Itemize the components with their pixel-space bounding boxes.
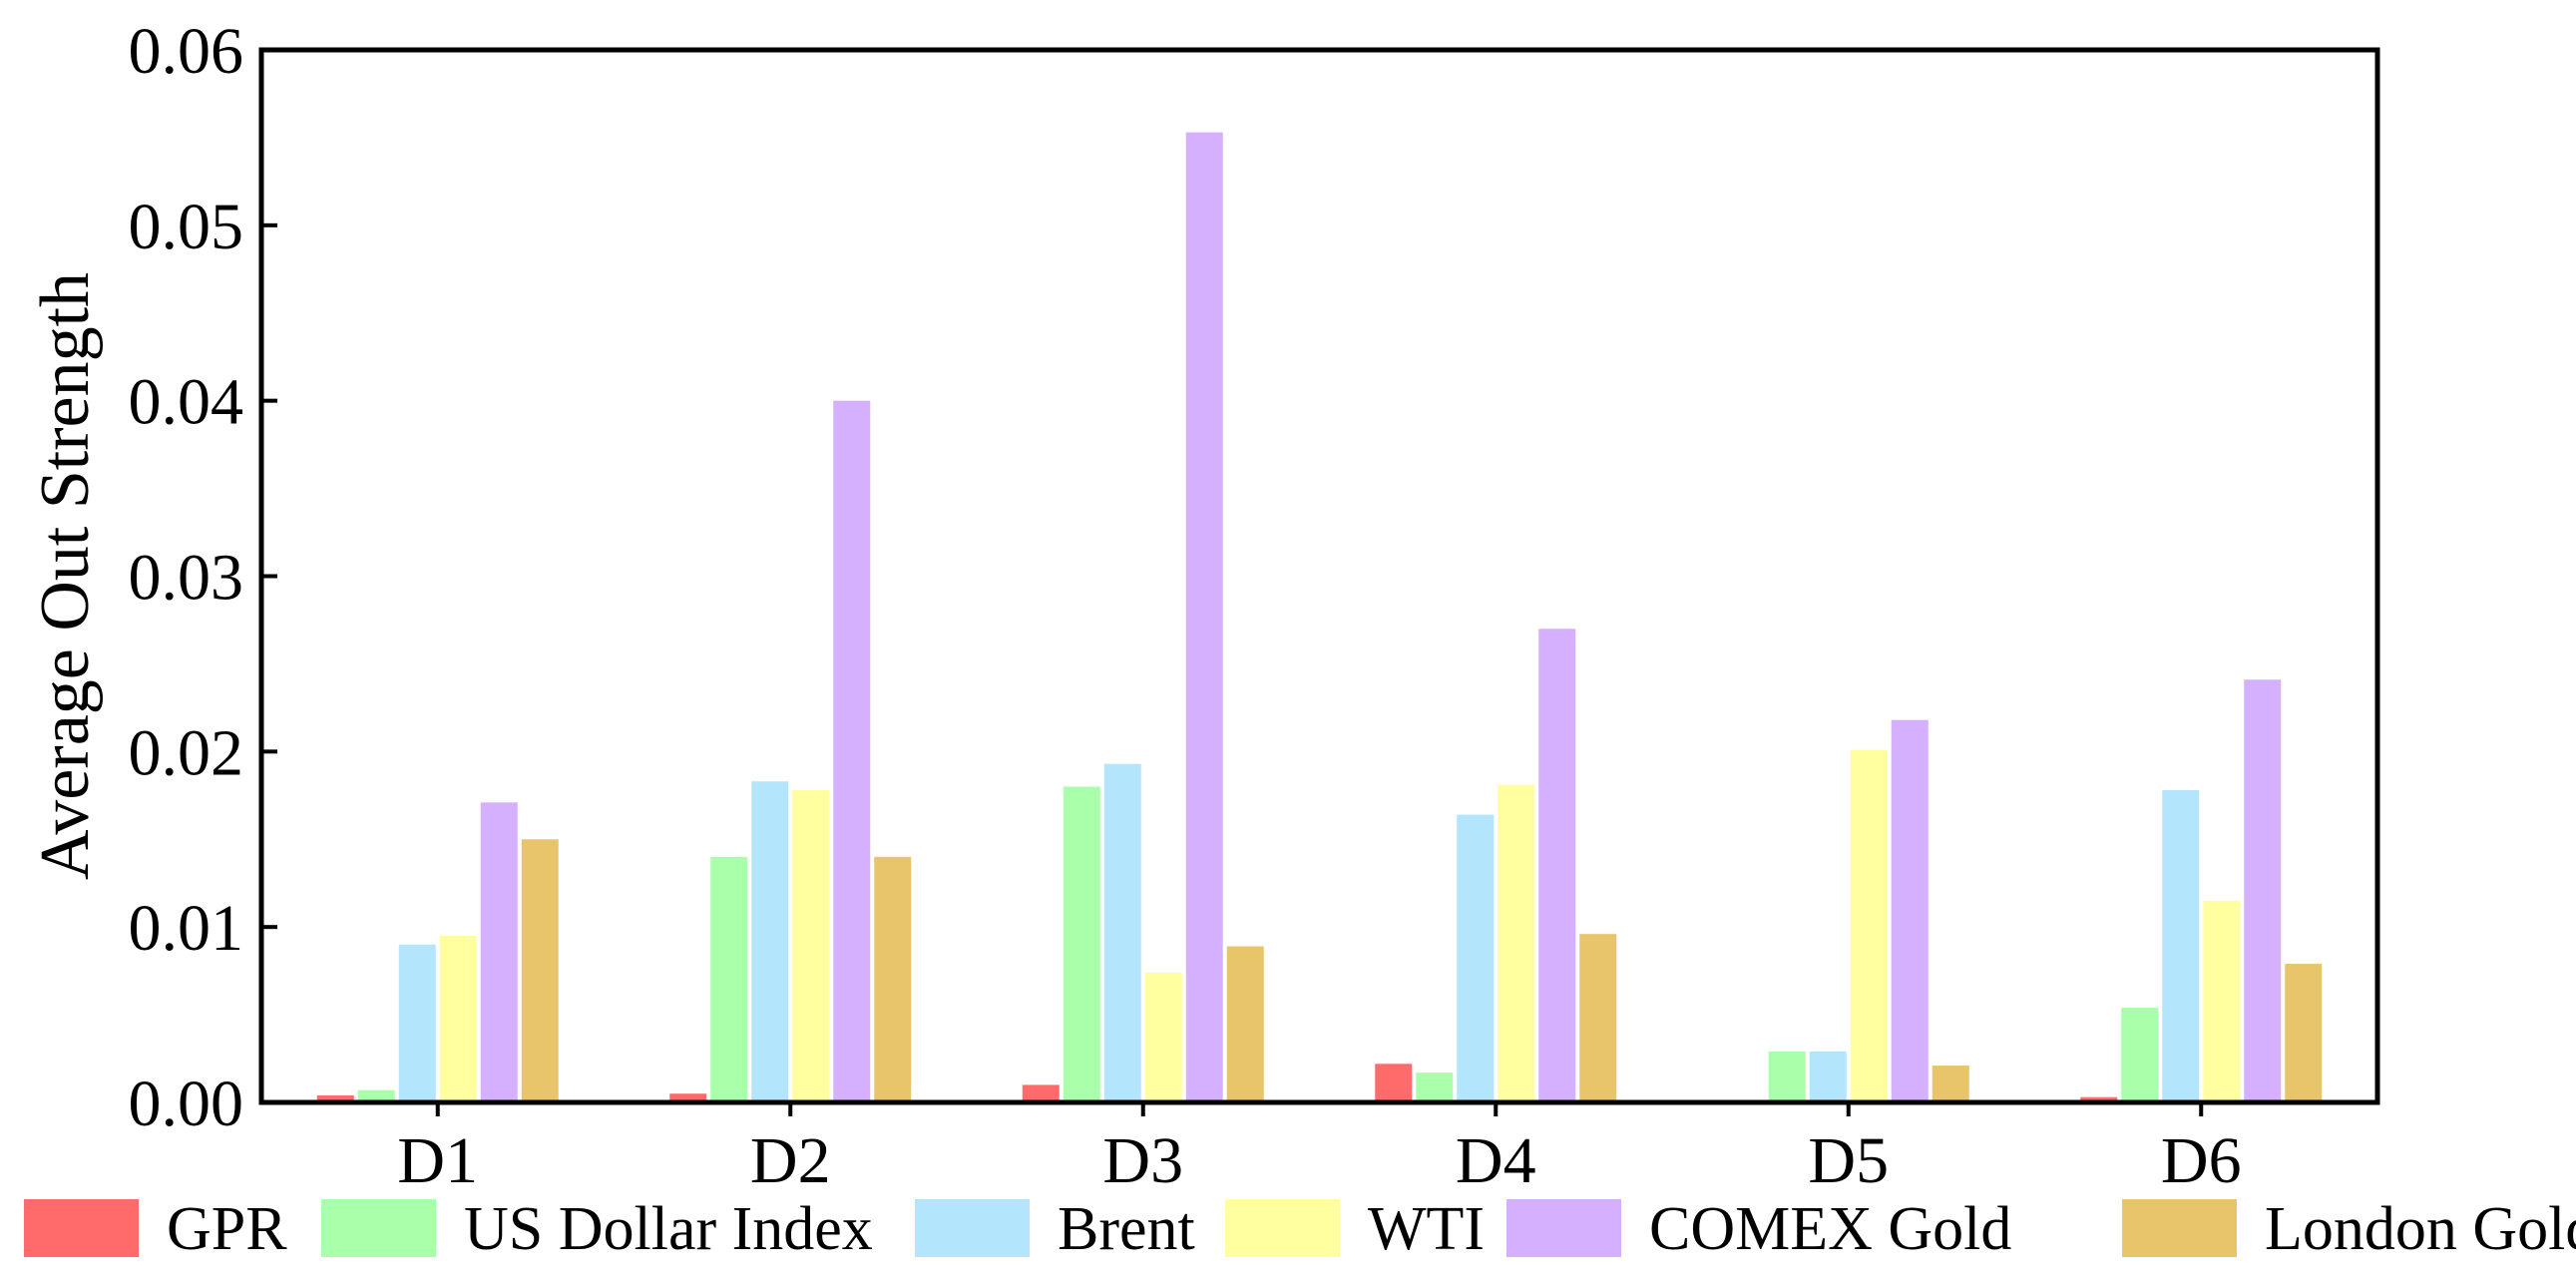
- legend-swatch: [24, 1199, 139, 1257]
- bars-group: [316, 132, 2323, 1103]
- x-tick-label: D2: [750, 1124, 831, 1197]
- bar-brent-d1: [398, 944, 436, 1102]
- legend-label: GPR: [167, 1195, 287, 1263]
- bar-us-dollar-index-d5: [1768, 1052, 1806, 1102]
- y-tick-label: 0.00: [129, 1068, 244, 1140]
- bar-us-dollar-index-d2: [710, 856, 748, 1102]
- bar-wti-d1: [439, 935, 477, 1102]
- legend-item-brent: Brent: [915, 1195, 1195, 1263]
- y-tick-label: 0.04: [129, 366, 244, 439]
- legend-label: COMEX Gold: [1649, 1195, 2011, 1263]
- y-tick-label: 0.06: [129, 15, 244, 88]
- bar-gpr-d1: [316, 1094, 354, 1102]
- legend-swatch: [2122, 1199, 2237, 1257]
- plot-area-frame: [258, 47, 2380, 1105]
- bar-us-dollar-index-d6: [2121, 1008, 2159, 1102]
- bar-gpr-d3: [1022, 1084, 1060, 1102]
- legend-item-comex-gold: COMEX Gold: [1506, 1195, 2011, 1263]
- y-tick-label: 0.02: [129, 716, 244, 789]
- bar-brent-d5: [1809, 1052, 1847, 1102]
- bar-brent-d2: [751, 781, 789, 1102]
- bar-comex-gold-d6: [2244, 679, 2282, 1102]
- bar-gpr-d2: [669, 1093, 707, 1102]
- y-tick-label: 0.05: [129, 191, 244, 263]
- bar-london-gold-d4: [1579, 934, 1617, 1102]
- bar-brent-d6: [2162, 790, 2200, 1102]
- legend-item-london-gold: London Gold: [2122, 1195, 2576, 1263]
- legend: GPR US Dollar Index Brent WTI COMEX Gold Lond…: [24, 1195, 2576, 1263]
- bar-london-gold-d5: [1932, 1066, 1969, 1102]
- bar-wti-d5: [1850, 749, 1888, 1102]
- bar-us-dollar-index-d3: [1063, 786, 1100, 1102]
- bar-wti-d2: [792, 790, 830, 1102]
- x-tick-label: D1: [397, 1124, 478, 1197]
- legend-label: US Dollar Index: [464, 1195, 873, 1263]
- legend-swatch: [915, 1199, 1030, 1257]
- legend-label: WTI: [1368, 1195, 1485, 1263]
- bar-comex-gold-d1: [480, 802, 518, 1102]
- y-axis: 0.00 0.01 0.02 0.03 0.04 0.05 0.06: [129, 15, 277, 1140]
- legend-swatch: [1225, 1199, 1340, 1257]
- legend-swatch: [321, 1199, 436, 1257]
- bar-gpr-d4: [1375, 1064, 1413, 1102]
- x-tick-label: D3: [1102, 1124, 1183, 1197]
- bar-comex-gold-d2: [833, 400, 871, 1103]
- bar-london-gold-d2: [874, 856, 912, 1102]
- legend-label: London Gold: [2265, 1195, 2576, 1263]
- x-tick-label: D6: [2161, 1124, 2242, 1197]
- legend-swatch: [1506, 1199, 1621, 1257]
- bar-wti-d3: [1144, 972, 1182, 1102]
- bar-wti-d6: [2203, 900, 2241, 1102]
- y-tick-label: 0.01: [129, 892, 244, 965]
- legend-item-us-dollar-index: US Dollar Index: [321, 1195, 873, 1263]
- bar-comex-gold-d3: [1185, 132, 1223, 1102]
- x-tick-label: D5: [1808, 1124, 1889, 1197]
- bar-gpr-d6: [2080, 1096, 2118, 1102]
- x-axis: D1 D2 D3 D4 D5 D6: [397, 1102, 2242, 1197]
- bar-brent-d4: [1457, 814, 1495, 1102]
- bar-london-gold-d3: [1226, 946, 1264, 1102]
- bar-us-dollar-index-d4: [1416, 1072, 1454, 1102]
- legend-item-gpr: GPR: [24, 1195, 287, 1263]
- y-axis-label: Average Out Strength: [27, 272, 104, 880]
- bar-london-gold-d6: [2285, 964, 2323, 1102]
- bar-brent-d3: [1103, 763, 1141, 1102]
- bar-us-dollar-index-d1: [357, 1089, 395, 1102]
- bar-wti-d4: [1498, 784, 1535, 1102]
- legend-label: Brent: [1058, 1195, 1195, 1263]
- bar-comex-gold-d5: [1891, 719, 1929, 1102]
- bar-comex-gold-d4: [1538, 629, 1576, 1102]
- x-tick-label: D4: [1456, 1124, 1536, 1197]
- y-tick-label: 0.03: [129, 542, 244, 615]
- legend-item-wti: WTI: [1225, 1195, 1485, 1263]
- bar-london-gold-d1: [521, 839, 559, 1102]
